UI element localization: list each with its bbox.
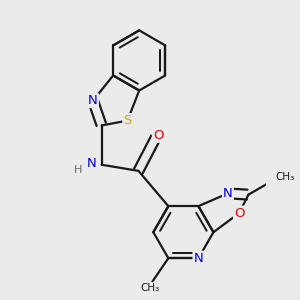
Text: CH₃: CH₃ <box>140 283 160 293</box>
Text: H: H <box>74 165 82 175</box>
Text: N: N <box>194 252 203 265</box>
Text: O: O <box>234 207 244 220</box>
Text: O: O <box>153 129 163 142</box>
Text: N: N <box>86 157 96 170</box>
Text: N: N <box>88 94 98 107</box>
Text: S: S <box>123 114 132 127</box>
Text: CH₃: CH₃ <box>275 172 294 182</box>
Text: N: N <box>223 187 233 200</box>
